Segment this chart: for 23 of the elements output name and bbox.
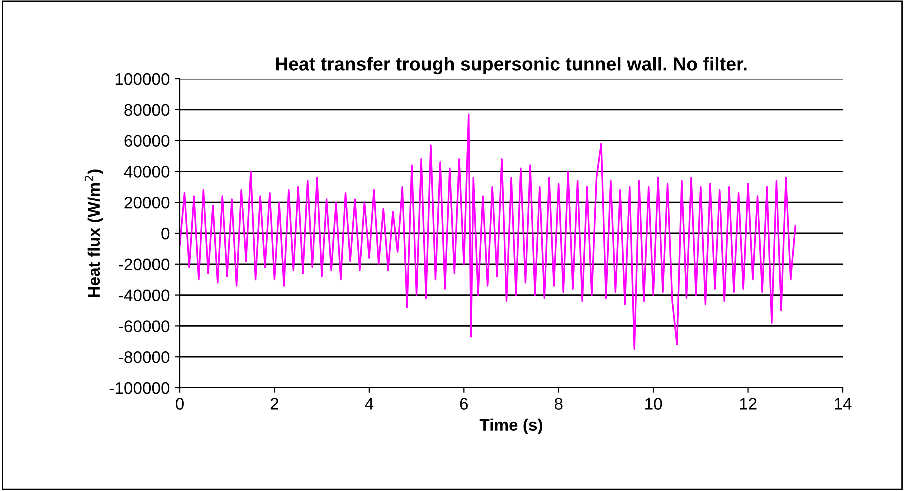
x-tick-label: 12	[740, 398, 757, 410]
line-series	[180, 114, 796, 350]
y-tick-label: 80000	[124, 104, 170, 116]
y-tick-label: -100000	[110, 382, 170, 394]
x-tick-label: 4	[365, 398, 374, 410]
y-axis-title: Heat flux (W/m$^{2}$)	[84, 170, 104, 298]
y-tick-label: 40000	[124, 166, 170, 178]
x-tick-label: 8	[554, 398, 563, 410]
y-tick-label: 20000	[124, 197, 170, 209]
y-tick-label: -20000	[119, 258, 170, 271]
x-tick-label: 2	[270, 398, 279, 410]
y-tick-label: 100000	[116, 73, 170, 86]
y-tick-label: -80000	[119, 352, 170, 364]
x-tick-label: 10	[646, 398, 662, 410]
x-tick-label: 0	[176, 398, 184, 410]
x-axis-title: Time (s)	[480, 418, 542, 434]
y-tick-label: -60000	[119, 320, 170, 332]
y-tick-label: -40000	[119, 290, 170, 302]
x-tick-label: 14	[835, 398, 852, 410]
x-tick-label: 6	[460, 398, 468, 410]
chart-title: Heat transfer trough supersonic tunnel wall. No filter.	[276, 57, 747, 75]
y-tick-label: 0	[162, 228, 170, 240]
y-tick-label: 60000	[124, 135, 170, 148]
